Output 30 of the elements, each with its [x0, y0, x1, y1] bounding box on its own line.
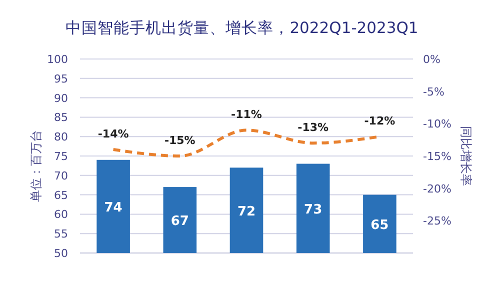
y-tick-label: 80 [54, 130, 68, 144]
y-tick-label: 50 [54, 247, 68, 260]
data-label: 67 [170, 214, 189, 230]
y-tick-label: 70 [54, 169, 68, 182]
y-axis-title: 单位：百万台 [29, 130, 43, 202]
data-label: 73 [304, 202, 322, 218]
chart-title: 中国智能手机出货量、增长率，2022Q1-2023Q1 [66, 19, 418, 37]
y2-tick-label: -5% [423, 85, 444, 98]
data-label: -11% [231, 108, 262, 122]
data-label: -12% [364, 114, 396, 128]
y2-tick-label: -25% [423, 214, 452, 228]
y2-tick-label: -20% [423, 182, 452, 196]
y-tick-label: 100 [47, 53, 68, 66]
y2-tick-label: -10% [423, 118, 452, 131]
data-label: 72 [237, 204, 256, 220]
y-tick-label: 85 [54, 111, 68, 124]
y-tick-label: 65 [54, 188, 68, 202]
y2-axis-title: 同比增长率 [459, 126, 473, 186]
y-tick-label: 90 [54, 92, 68, 105]
data-label: -14% [98, 128, 129, 141]
data-label: -15% [164, 134, 196, 147]
data-label: -13% [298, 121, 329, 134]
y-tick-label: 55 [54, 228, 68, 241]
data-label: 74 [104, 200, 122, 216]
y-tick-label: 95 [54, 72, 68, 86]
y2-tick-label: 0% [423, 53, 440, 66]
y-tick-label: 60 [54, 208, 68, 222]
data-label: 65 [370, 218, 389, 233]
y-tick-label: 75 [54, 150, 68, 163]
y2-tick-label: -15% [423, 150, 452, 163]
